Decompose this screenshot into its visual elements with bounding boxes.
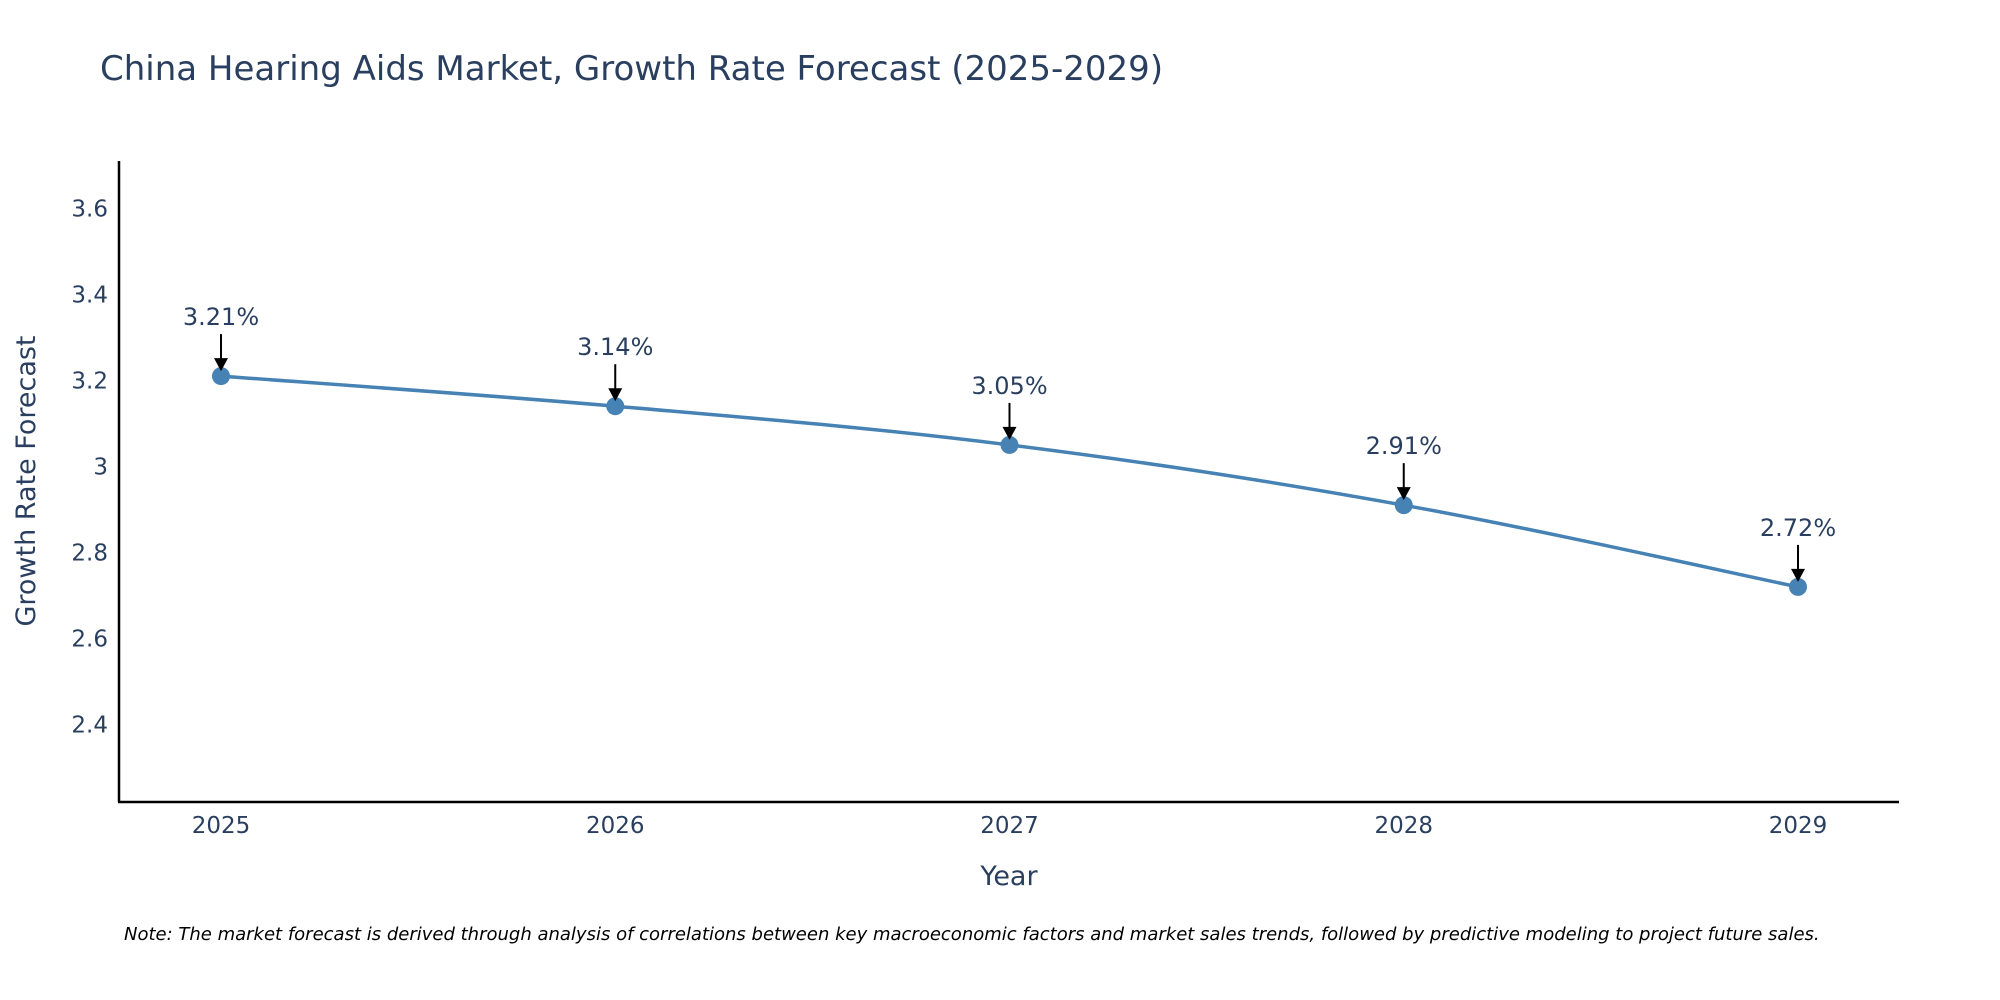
y-tick-label: 2.6 xyxy=(71,627,108,653)
data-annotations: 3.21% 3.14% 3.05% 2.91% 2.72% xyxy=(183,303,1836,582)
data-points xyxy=(212,367,1807,596)
x-tick-label: 2027 xyxy=(980,813,1039,839)
annotation-arrow-head xyxy=(214,358,228,372)
x-axis-ticks: 2025 2026 2027 2028 2029 xyxy=(192,813,1828,839)
x-tick-label: 2028 xyxy=(1374,813,1433,839)
data-point xyxy=(606,397,625,416)
annotation-arrow-head xyxy=(1002,426,1017,440)
data-label: 2.72% xyxy=(1760,514,1836,542)
y-tick-label: 2.4 xyxy=(71,713,108,739)
data-point xyxy=(1000,435,1019,454)
data-label: 3.21% xyxy=(183,303,259,331)
annotation-arrow-head xyxy=(1396,487,1411,501)
y-axis-ticks: 2.4 2.6 2.8 3 3.2 3.4 3.6 xyxy=(71,196,108,738)
annotation-arrow-head xyxy=(608,388,623,402)
chart-note: Note: The market forecast is derived thr… xyxy=(124,924,1820,945)
data-label: 2.91% xyxy=(1366,432,1442,460)
y-tick-label: 2.8 xyxy=(71,540,108,566)
y-axis-title: Growth Rate Forecast xyxy=(11,335,42,626)
data-point xyxy=(1789,577,1807,596)
data-point xyxy=(212,367,230,386)
y-tick-label: 3 xyxy=(93,454,108,480)
x-tick-label: 2029 xyxy=(1769,813,1828,839)
data-point xyxy=(1394,496,1413,515)
y-tick-label: 3.2 xyxy=(71,368,108,394)
x-tick-label: 2025 xyxy=(192,813,251,839)
x-tick-label: 2026 xyxy=(586,813,645,839)
y-tick-label: 3.6 xyxy=(71,196,108,222)
y-tick-label: 3.4 xyxy=(71,282,108,308)
chart-title: China Hearing Aids Market, Growth Rate F… xyxy=(100,49,1163,89)
data-label: 3.14% xyxy=(577,333,653,361)
annotation-arrow-head xyxy=(1791,568,1805,582)
x-axis-title: Year xyxy=(979,861,1038,892)
data-label: 3.05% xyxy=(971,372,1047,400)
